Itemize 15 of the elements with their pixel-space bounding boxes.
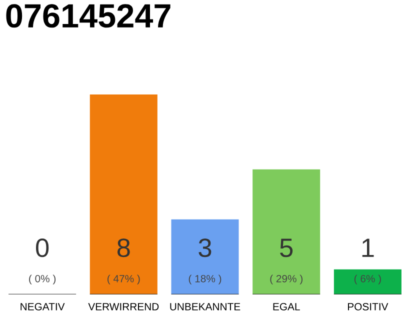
bar <box>252 169 320 294</box>
x-tick-label: UNBEKANNTE <box>170 303 240 310</box>
x-tick-label: VERWIRREND <box>88 303 159 310</box>
bar <box>171 219 239 294</box>
data-label: 1 ( 6% ) <box>354 238 381 284</box>
x-tick-label: NEGATIV <box>20 303 65 310</box>
bar <box>90 94 158 294</box>
data-label: 0 ( 0% ) <box>29 238 56 284</box>
bar <box>334 269 402 294</box>
data-label: 5 ( 29% ) <box>270 238 302 284</box>
chart-title: 076145247 <box>6 4 170 28</box>
data-label: 3 ( 18% ) <box>188 238 222 284</box>
x-tick-label: EGAL <box>273 303 300 310</box>
data-label: 8 ( 47% ) <box>108 238 140 284</box>
x-tick-label: POSITIV <box>348 303 388 310</box>
